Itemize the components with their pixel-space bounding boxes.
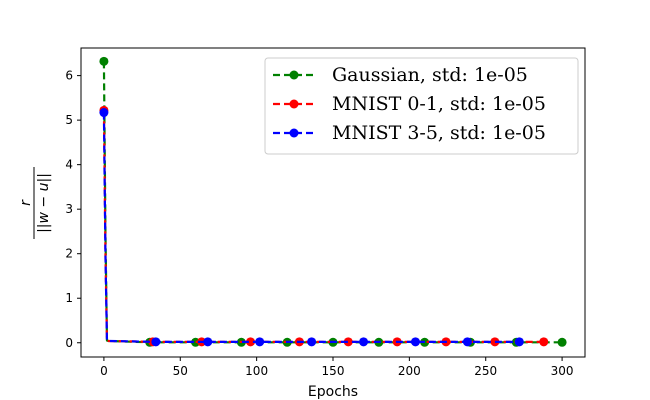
x-tick-label-1: 50 — [173, 364, 188, 378]
legend-marker-1 — [289, 99, 299, 109]
axes: 0 50 100 150 200 250 300 0 1 2 3 4 5 6 — [65, 47, 586, 378]
series-1-marker-8 — [490, 337, 500, 347]
series-1-marker-9 — [539, 337, 549, 347]
y-tick-label-4: 4 — [65, 158, 73, 172]
series-2-marker-1 — [151, 337, 161, 347]
legend-label-0: Gaussian, std: 1e-05 — [332, 64, 528, 86]
series-line-0 — [102, 61, 563, 344]
series-2-marker-8 — [514, 337, 524, 347]
x-tick-label-0: 0 — [100, 364, 108, 378]
series-2-marker-7 — [462, 337, 472, 347]
legend: Gaussian, std: 1e-05 MNIST 0-1, std: 1e-0… — [264, 57, 579, 155]
y-tick-label-3: 3 — [65, 202, 73, 216]
series-2-marker-0 — [99, 108, 109, 118]
series-1-marker-5 — [343, 337, 353, 347]
x-tick-label-4: 200 — [398, 364, 421, 378]
y-axis-label-numerator: r — [18, 199, 34, 206]
series-2-marker-2 — [203, 337, 213, 347]
y-tick-label-2: 2 — [65, 247, 73, 261]
x-tick-label-5: 250 — [474, 364, 497, 378]
legend-marker-2 — [289, 128, 299, 138]
legend-box — [264, 57, 579, 155]
series-0-marker-0 — [99, 56, 109, 66]
x-tick-label-3: 150 — [322, 364, 345, 378]
y-tick-label-5: 5 — [65, 113, 73, 127]
legend-label-2: MNIST 3-5, std: 1e-05 — [332, 122, 546, 144]
legend-label-1: MNIST 0-1, std: 1e-05 — [332, 93, 546, 115]
series-2-marker-5 — [359, 337, 369, 347]
series-1-marker-3 — [246, 337, 256, 347]
series-2-marker-4 — [307, 337, 317, 347]
y-tick-label-6: 6 — [65, 69, 73, 83]
series-line-2 — [102, 112, 520, 343]
y-tick-label-0: 0 — [65, 336, 73, 350]
plot-area — [99, 56, 567, 347]
series-2-marker-3 — [255, 337, 265, 347]
x-tick-label-6: 300 — [551, 364, 574, 378]
y-axis-label-denominator: ||w − u|| — [36, 173, 52, 233]
x-axis-label: Epochs — [308, 384, 358, 400]
legend-marker-0 — [289, 70, 299, 80]
y-axis-label: r ||w − u|| — [18, 167, 52, 239]
series-0-marker-10 — [557, 337, 567, 347]
x-tick-label-2: 100 — [245, 364, 268, 378]
y-tick-label-1: 1 — [65, 291, 73, 305]
series-2-marker-6 — [410, 337, 420, 347]
